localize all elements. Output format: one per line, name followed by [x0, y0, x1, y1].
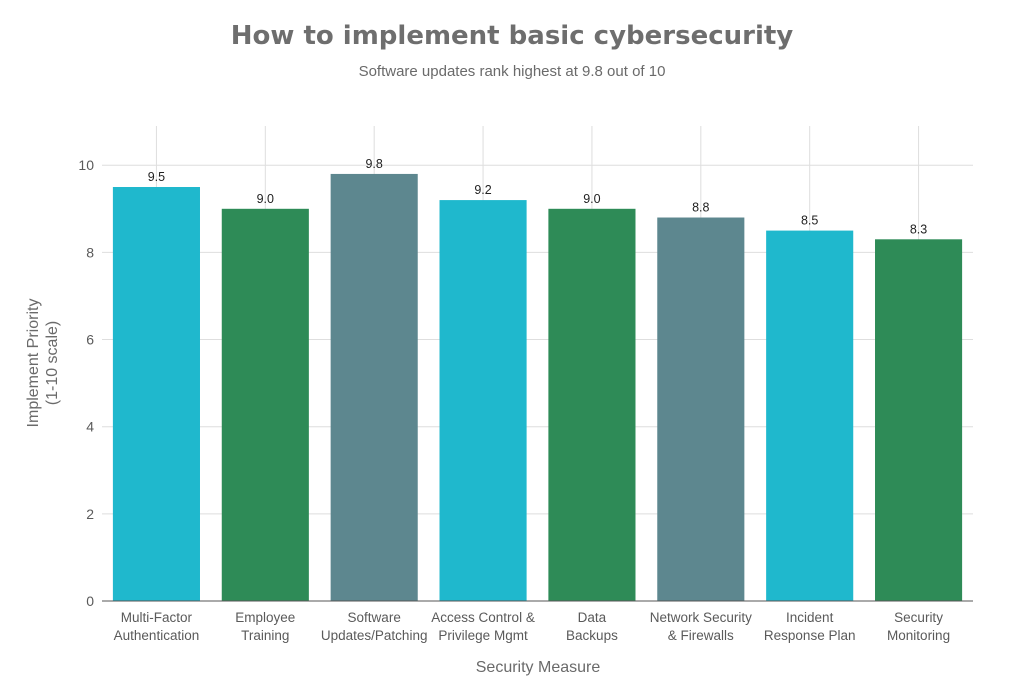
x-tick-label: Backups — [566, 628, 618, 643]
x-tick-label: Data — [578, 610, 607, 625]
bar[interactable] — [112, 187, 200, 602]
y-tick-label: 10 — [78, 157, 94, 173]
bar-value-label: 8.5 — [801, 214, 818, 228]
bar[interactable] — [657, 217, 745, 601]
data-labels: 9.5 9.0 9.8 9.2 9.0 8.8 8.5 8.3 — [148, 157, 928, 236]
y-tick-label: 2 — [86, 506, 94, 522]
x-tick-label: Training — [241, 628, 289, 643]
bar-value-label: 8.8 — [692, 201, 709, 215]
x-tick-label: Security — [894, 610, 943, 625]
y-axis-title-line-2: (1-10 scale) — [44, 321, 61, 405]
x-tick-label: Privilege Mgmt — [438, 628, 528, 643]
chart-title: How to implement basic cybersecurity — [231, 21, 794, 51]
x-tick-label: & Firewalls — [668, 628, 734, 643]
y-axis-title-line-1: Implement Priority — [25, 299, 42, 428]
x-tick-label: Monitoring — [887, 628, 950, 643]
x-tick-label: Response Plan — [764, 628, 856, 643]
x-tick-label: Incident — [786, 610, 834, 625]
x-tick-label: Employee — [235, 610, 295, 625]
bars — [112, 173, 963, 602]
bar[interactable] — [766, 230, 854, 601]
y-tick-label: 8 — [86, 244, 94, 260]
bar[interactable] — [439, 200, 527, 601]
y-axis-ticks: 0 2 4 6 8 10 — [78, 157, 94, 609]
y-tick-label: 4 — [86, 419, 94, 435]
bar[interactable] — [875, 239, 963, 602]
chart-subtitle: Software updates rank highest at 9.8 out… — [359, 63, 666, 80]
y-tick-label: 6 — [86, 332, 94, 348]
bar-value-label: 9.0 — [257, 192, 274, 206]
x-axis-title: Security Measure — [476, 659, 601, 676]
x-tick-label: Network Security — [650, 610, 752, 625]
bar-value-label: 9.0 — [583, 192, 600, 206]
bar-value-label: 9.8 — [365, 157, 382, 171]
x-tick-label: Authentication — [114, 628, 200, 643]
bar[interactable] — [330, 173, 418, 601]
bar-value-label: 8.3 — [910, 222, 927, 236]
bar-value-label: 9.5 — [148, 170, 165, 184]
x-tick-label: Updates/Patching — [321, 628, 428, 643]
y-axis-title: Implement Priority (1-10 scale) — [25, 299, 61, 428]
y-tick-label: 0 — [86, 593, 94, 609]
x-tick-label: Software — [348, 610, 401, 625]
x-tick-label: Multi-Factor — [121, 610, 193, 625]
bar[interactable] — [221, 208, 309, 602]
bar-value-label: 9.2 — [474, 183, 491, 197]
x-tick-label: Access Control & — [431, 610, 535, 625]
bar[interactable] — [548, 208, 636, 602]
x-axis-categories: Multi-Factor Authentication Employee Traini… — [114, 610, 950, 643]
